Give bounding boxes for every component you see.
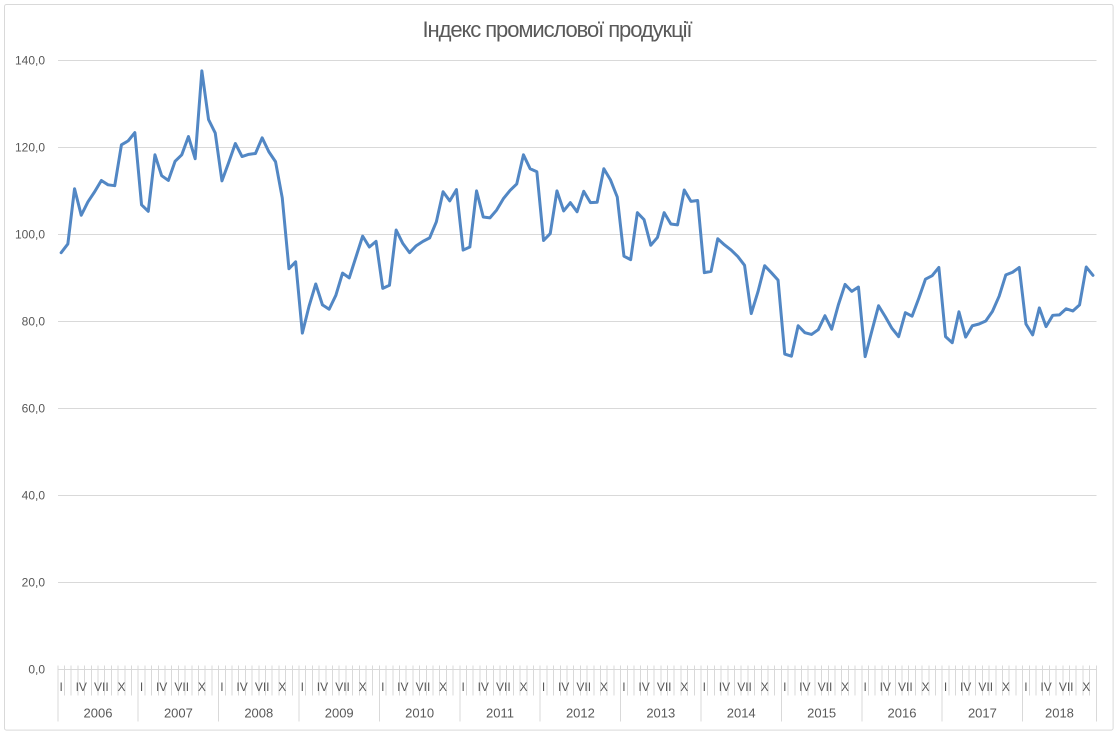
svg-text:2010: 2010 [405, 706, 434, 721]
svg-text:IV: IV [156, 680, 167, 694]
svg-text:VII: VII [818, 680, 833, 694]
svg-text:VII: VII [978, 680, 993, 694]
svg-text:X: X [921, 680, 929, 694]
svg-text:I: I [944, 680, 947, 694]
svg-text:IV: IV [76, 680, 87, 694]
svg-text:2018: 2018 [1045, 706, 1074, 721]
svg-text:I: I [863, 680, 866, 694]
svg-text:VII: VII [737, 680, 752, 694]
svg-text:X: X [841, 680, 849, 694]
svg-text:X: X [117, 680, 125, 694]
svg-text:IV: IV [799, 680, 810, 694]
svg-text:I: I [703, 680, 706, 694]
svg-text:X: X [1002, 680, 1010, 694]
svg-text:140,0: 140,0 [15, 54, 45, 68]
svg-text:I: I [220, 680, 223, 694]
svg-text:I: I [461, 680, 464, 694]
svg-text:2012: 2012 [566, 706, 595, 721]
svg-text:2007: 2007 [164, 706, 193, 721]
svg-text:VII: VII [657, 680, 672, 694]
svg-text:I: I [542, 680, 545, 694]
svg-text:2017: 2017 [968, 706, 997, 721]
svg-text:2013: 2013 [646, 706, 675, 721]
svg-text:IV: IV [558, 680, 569, 694]
svg-text:2006: 2006 [84, 706, 113, 721]
svg-text:I: I [140, 680, 143, 694]
svg-text:IV: IV [638, 680, 649, 694]
svg-text:X: X [359, 680, 367, 694]
svg-text:IV: IV [397, 680, 408, 694]
svg-text:VII: VII [174, 680, 189, 694]
svg-text:2015: 2015 [807, 706, 836, 721]
svg-text:20,0: 20,0 [22, 576, 46, 590]
svg-text:I: I [381, 680, 384, 694]
svg-text:VII: VII [335, 680, 350, 694]
svg-text:VII: VII [898, 680, 913, 694]
svg-text:I: I [59, 680, 62, 694]
svg-text:2008: 2008 [244, 706, 273, 721]
svg-text:VII: VII [416, 680, 431, 694]
svg-text:VII: VII [255, 680, 270, 694]
svg-text:X: X [519, 680, 527, 694]
svg-text:I: I [301, 680, 304, 694]
svg-text:I: I [783, 680, 786, 694]
svg-text:80,0: 80,0 [22, 315, 46, 329]
svg-text:X: X [278, 680, 286, 694]
svg-text:X: X [1082, 680, 1090, 694]
svg-text:2016: 2016 [888, 706, 917, 721]
svg-text:IV: IV [1040, 680, 1051, 694]
svg-text:X: X [198, 680, 206, 694]
svg-text:120,0: 120,0 [15, 141, 45, 155]
svg-text:IV: IV [478, 680, 489, 694]
svg-text:Індекс промислової продукції: Індекс промислової продукції [423, 17, 693, 42]
svg-text:100,0: 100,0 [15, 228, 45, 242]
svg-text:60,0: 60,0 [22, 402, 46, 416]
svg-text:X: X [600, 680, 608, 694]
svg-text:VII: VII [496, 680, 511, 694]
svg-text:VII: VII [1059, 680, 1074, 694]
svg-text:2014: 2014 [727, 706, 756, 721]
svg-text:IV: IV [317, 680, 328, 694]
svg-text:X: X [761, 680, 769, 694]
svg-text:I: I [1024, 680, 1027, 694]
svg-text:VII: VII [94, 680, 109, 694]
svg-text:I: I [622, 680, 625, 694]
svg-text:IV: IV [236, 680, 247, 694]
svg-text:IV: IV [880, 680, 891, 694]
svg-text:2009: 2009 [325, 706, 354, 721]
svg-text:X: X [439, 680, 447, 694]
svg-text:VII: VII [576, 680, 591, 694]
svg-text:X: X [680, 680, 688, 694]
svg-text:IV: IV [960, 680, 971, 694]
svg-text:2011: 2011 [486, 706, 514, 721]
svg-text:IV: IV [719, 680, 730, 694]
svg-text:0,0: 0,0 [28, 663, 45, 677]
svg-text:40,0: 40,0 [22, 489, 46, 503]
